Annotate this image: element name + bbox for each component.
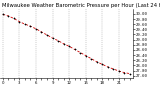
Text: Milwaukee Weather Barometric Pressure per Hour (Last 24 Hours): Milwaukee Weather Barometric Pressure pe… bbox=[2, 3, 160, 8]
